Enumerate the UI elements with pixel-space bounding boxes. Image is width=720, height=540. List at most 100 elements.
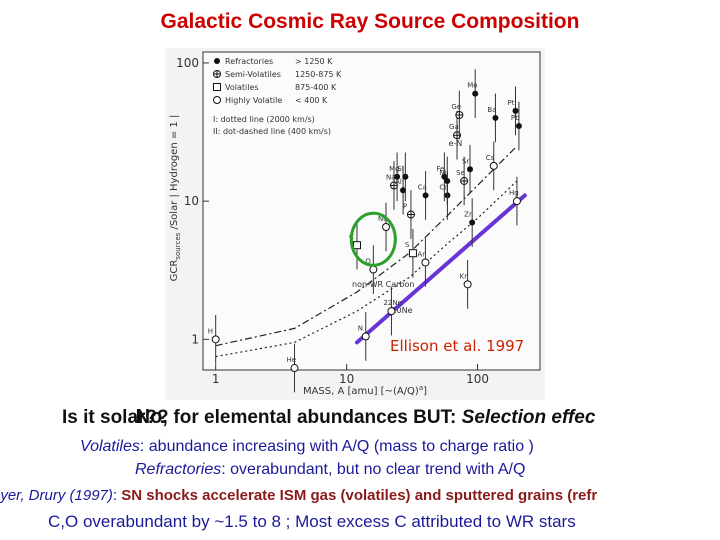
refractories-term: Refractories — [135, 461, 222, 478]
data-point — [512, 107, 519, 114]
attribution-label: Ellison et al. 1997 — [390, 337, 525, 355]
data-point — [512, 197, 521, 206]
legend-symbol — [214, 58, 220, 64]
legend-label: Semi-Volatiles — [225, 70, 281, 79]
point-label: Ar — [417, 250, 425, 258]
point-label: Si — [397, 165, 403, 173]
data-point — [467, 166, 474, 173]
data-point — [422, 192, 429, 199]
curve-label: non-WR Carbon — [352, 280, 414, 289]
data-point — [369, 265, 378, 274]
point-label: Sr — [462, 157, 469, 165]
meyer-colon: : — [112, 487, 122, 504]
data-point — [408, 249, 417, 258]
point-label: Ca — [418, 183, 427, 191]
answer-no: No, — [135, 406, 174, 428]
legend-range: > 1250 K — [295, 57, 333, 66]
data-point — [382, 222, 391, 231]
point-label: He — [287, 356, 297, 364]
volatiles-rest: : abundance increasing with A/Q (mass to… — [139, 438, 534, 455]
y-axis-label: GCRsources /Solar | Hydrogen = 1 | — [169, 115, 182, 282]
legend-range: 875-400 K — [295, 83, 337, 92]
data-point-cross — [390, 181, 398, 189]
volatiles-line: Volatiles: abundance increasing with A/Q… — [80, 438, 534, 456]
point-label: Co — [439, 183, 448, 191]
point-label: Cs — [486, 154, 495, 162]
slide-title: Galactic Cosmic Ray Source Composition — [160, 10, 580, 33]
point-label: Al — [395, 178, 402, 186]
data-point — [402, 173, 409, 180]
question-line: Is it solar??No, for elemental abundance… — [62, 406, 628, 429]
legend-range: 1250-875 K — [295, 70, 342, 79]
abundance-chart: e-N non-WR Carbon 20Ne H He C N O Ne 22Ne Na Mg Al S… — [165, 48, 545, 400]
y-tick-label: 100 — [176, 56, 199, 70]
meyer-reference: eyer, Drury (1997) — [0, 487, 113, 504]
point-label: Zr — [464, 211, 472, 219]
trend-line — [354, 193, 527, 345]
legend-symbol — [213, 96, 221, 104]
question-prefix: Is it solar?? — [62, 407, 169, 428]
data-point — [387, 307, 396, 316]
refractories-rest: : overabundant, but no clear trend with … — [221, 461, 526, 478]
point-label: S — [405, 241, 410, 249]
question-main: for elemental abundances BUT: — [173, 407, 462, 428]
data-point — [444, 177, 451, 184]
meyer-statement: SN shocks accelerate ISM gas (volatiles)… — [121, 487, 598, 504]
data-point — [469, 219, 476, 226]
highlight-circle — [349, 211, 397, 267]
point-label: O — [365, 258, 371, 266]
data-point — [211, 335, 220, 344]
legend-symbol-cross — [213, 70, 221, 78]
data-point — [290, 364, 299, 373]
point-label: Se — [456, 169, 465, 177]
point-label: Ba — [487, 106, 496, 114]
carbon-oxygen-line: C,O overabundant by ~1.5 to 8 ; Most exc… — [48, 512, 576, 531]
point-label: Na — [386, 173, 396, 181]
legend-label: Volatiles — [225, 83, 259, 92]
dotted-curve-I — [215, 180, 518, 358]
data-point — [361, 332, 370, 341]
data-point — [492, 114, 499, 121]
point-label: Hg — [509, 189, 519, 197]
point-label: H — [208, 327, 213, 335]
x-tick-label: 100 — [466, 372, 489, 386]
point-label: Fe — [436, 165, 444, 173]
x-axis-label: MASS, A [amu] [~(A/Q)a] — [303, 384, 427, 397]
data-point — [463, 280, 472, 289]
data-point-cross — [455, 111, 463, 119]
point-label: Ni — [439, 169, 446, 177]
legend-range: < 400 K — [295, 96, 328, 105]
volatiles-term: Volatiles — [80, 438, 140, 455]
question-italic: Selection effec — [461, 407, 596, 428]
x-tick-label: 1 — [212, 372, 220, 386]
data-point — [421, 258, 430, 267]
legend-symbol — [213, 83, 221, 91]
data-point — [489, 161, 498, 170]
legend-label: Highly Volatile — [225, 96, 282, 105]
data-point-cross — [460, 177, 468, 185]
point-label: Mo — [467, 82, 477, 90]
refractories-line: Refractories: overabundant, but no clear… — [135, 461, 525, 479]
legend-note: I: dotted line (2000 km/s) — [213, 115, 315, 124]
y-tick-label: 10 — [184, 194, 199, 208]
dashdot-curve-II — [215, 145, 518, 347]
point-label: N — [358, 324, 363, 332]
point-label: Ne — [378, 215, 388, 223]
legend-note: II: dot-dashed line (400 km/s) — [213, 127, 331, 136]
plot-frame — [202, 51, 541, 371]
y-tick-label: 1 — [191, 332, 199, 346]
data-point — [472, 90, 479, 97]
curve-label: 20Ne — [391, 306, 412, 315]
point-label: Ga — [449, 123, 459, 131]
data-point — [400, 187, 407, 194]
point-label: Mg — [389, 165, 399, 173]
curve-label: e-N — [448, 139, 462, 148]
point-label: 22Ne — [383, 299, 401, 307]
data-point — [352, 241, 361, 250]
legend-label: Refractories — [225, 57, 273, 66]
point-label: Ge — [451, 103, 461, 111]
point-label: P — [403, 203, 407, 211]
x-tick-label: 10 — [339, 372, 354, 386]
point-label: Kr — [460, 272, 468, 280]
